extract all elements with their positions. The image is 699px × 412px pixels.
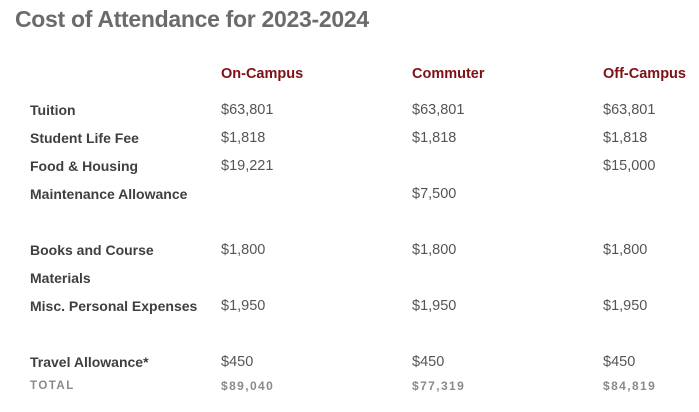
cell-commuter: $450 — [412, 354, 445, 370]
row-label: Travel Allowance* — [30, 354, 149, 370]
cell-off-campus: $63,801 — [603, 102, 656, 118]
table-row-maintenance-allowance: Maintenance Allowance $7,500 — [0, 180, 699, 236]
table-row-student-life-fee: Student Life Fee $1,818 $1,818 $1,818 — [0, 124, 699, 152]
column-header-on-campus: On-Campus — [221, 66, 304, 82]
total-commuter: $77,319 — [412, 379, 466, 393]
cell-on-campus: $19,221 — [221, 158, 274, 174]
total-off-campus: $84,819 — [603, 379, 657, 393]
cell-commuter: $1,800 — [412, 242, 457, 258]
row-label: Misc. Personal Expenses — [30, 298, 198, 314]
cell-on-campus: $1,950 — [221, 298, 266, 314]
cell-on-campus: $450 — [221, 354, 254, 370]
row-label: Maintenance Allowance — [30, 186, 188, 202]
cell-commuter: $63,801 — [412, 102, 465, 118]
row-label: Student Life Fee — [30, 130, 139, 146]
total-label: TOTAL — [30, 380, 75, 392]
table-row-tuition: Tuition $63,801 $63,801 $63,801 — [0, 96, 699, 124]
row-label: Books and Course Materials — [30, 242, 154, 286]
total-on-campus: $89,040 — [221, 379, 275, 393]
row-label: Food & Housing — [30, 158, 139, 174]
cell-on-campus: $63,801 — [221, 102, 274, 118]
table-row-books-course-materials: Books and Course Materials $1,800 $1,800… — [0, 236, 699, 292]
cell-off-campus: $15,000 — [603, 158, 656, 174]
cell-commuter: $1,950 — [412, 298, 457, 314]
cell-off-campus: $1,818 — [603, 130, 648, 146]
column-header-commuter: Commuter — [412, 66, 485, 82]
table-row-travel-allowance: Travel Allowance* $450 $450 $450 — [0, 348, 699, 376]
cell-off-campus: $450 — [603, 354, 636, 370]
table-row-misc-personal-expenses: Misc. Personal Expenses $1,950 $1,950 $1… — [0, 292, 699, 348]
column-header-off-campus: Off-Campus — [603, 66, 686, 82]
table-row-total: TOTAL $89,040 $77,319 $84,819 — [0, 374, 699, 398]
cell-off-campus: $1,950 — [603, 298, 648, 314]
table-row-food-housing: Food & Housing $19,221 $15,000 — [0, 152, 699, 180]
row-label: Tuition — [30, 102, 76, 118]
cell-on-campus: $1,800 — [221, 242, 266, 258]
page-title: Cost of Attendance for 2023-2024 — [15, 6, 369, 32]
cell-commuter: $7,500 — [412, 186, 457, 202]
cell-on-campus: $1,818 — [221, 130, 266, 146]
cell-off-campus: $1,800 — [603, 242, 648, 258]
cell-commuter: $1,818 — [412, 130, 457, 146]
